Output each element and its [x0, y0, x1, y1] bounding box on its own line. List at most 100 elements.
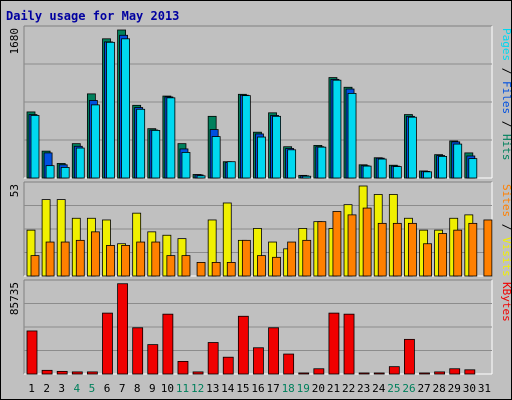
bar-pages-day-8 [136, 108, 146, 179]
bar-kbytes-day-28 [434, 371, 446, 375]
x-tick-label: 28 [433, 382, 446, 395]
bar-pages-day-18 [287, 149, 297, 179]
bar-sites-day-7 [121, 245, 130, 277]
bar-pages-day-20 [317, 146, 327, 179]
series-pages [30, 38, 478, 179]
bar-sites-day-5 [90, 231, 100, 277]
bar-sites-day-30 [468, 222, 478, 277]
bar-sites-day-26 [408, 222, 417, 277]
panel-top: 1680 [8, 25, 493, 179]
bar-kbytes-day-17 [268, 327, 279, 375]
panel-middle: 53 [8, 181, 493, 277]
bar-kbytes-day-4 [71, 371, 83, 375]
legend-label-top: Pages / Files / Hits [500, 28, 512, 161]
bar-pages-day-1 [30, 115, 40, 179]
bar-sites-day-10 [166, 255, 176, 277]
x-tick-label: 31 [478, 382, 491, 395]
legend-part: Pages [500, 28, 512, 61]
x-tick-label: 8 [134, 382, 141, 395]
x-tick-label: 26 [402, 382, 415, 395]
bar-sites-day-24 [377, 222, 387, 277]
bar-sites-day-18 [287, 241, 297, 277]
legend-part: / [500, 217, 512, 237]
legend-part: / [500, 61, 512, 81]
bar-sites-day-17 [272, 256, 281, 277]
x-tick-label: 6 [104, 382, 111, 395]
bar-kbytes-day-22 [343, 313, 355, 375]
x-tick-label: 3 [58, 382, 65, 395]
x-tick-label: 24 [372, 382, 386, 395]
bar-sites-day-8 [136, 241, 146, 277]
bar-sites-day-1 [30, 255, 40, 277]
chart-panels: 1680 53 85735 [8, 25, 493, 375]
bar-kbytes-day-3 [56, 370, 68, 375]
bar-kbytes-day-2 [41, 369, 53, 375]
bar-kbytes-day-21 [328, 312, 340, 375]
bar-kbytes-day-16 [253, 347, 264, 375]
bar-sites-day-22 [347, 214, 357, 277]
bar-sites-day-16 [257, 255, 266, 277]
bar-pages-day-11 [181, 152, 191, 179]
series-kbytes [26, 283, 476, 375]
x-tick-label: 10 [161, 382, 174, 395]
bar-sites-day-11 [181, 255, 191, 277]
bar-pages-day-28 [438, 156, 448, 179]
bar-kbytes-day-5 [86, 371, 98, 375]
panel-middle-ymax-label: 53 [8, 184, 21, 197]
bar-kbytes-day-29 [449, 368, 461, 375]
bar-pages-day-23 [362, 165, 372, 179]
x-tick-label: 14 [221, 382, 235, 395]
bar-kbytes-day-6 [102, 312, 113, 375]
x-tick-label: 12 [191, 382, 204, 395]
bar-sites-day-13 [211, 262, 221, 277]
bar-pages-day-4 [75, 147, 85, 179]
bar-pages-day-19 [302, 175, 312, 179]
bar-pages-day-7 [121, 38, 130, 179]
bar-pages-day-30 [468, 158, 478, 179]
bar-kbytes-day-14 [222, 356, 234, 375]
bar-pages-day-25 [392, 166, 402, 179]
legend-part: KBytes [500, 282, 512, 322]
x-tick-label: 25 [387, 382, 400, 395]
bar-kbytes-day-25 [388, 366, 400, 375]
x-tick-label: 5 [89, 382, 96, 395]
bar-kbytes-day-11 [177, 361, 189, 375]
bar-pages-day-16 [257, 136, 266, 179]
panel-bottom: 85735 [8, 279, 493, 375]
bar-pages-day-14 [226, 161, 236, 179]
x-axis-labels: 1 2 3 4 5 6 7 8 9 10 11 12 13 14 15 16 17 18 19 20 21 22 23 24 2… [28, 382, 491, 395]
x-tick-label: 11 [176, 382, 189, 395]
bar-kbytes-day-27 [419, 372, 430, 375]
bar-kbytes-day-19 [298, 372, 310, 375]
bar-pages-day-15 [241, 95, 251, 179]
bar-pages-day-21 [332, 79, 342, 179]
x-tick-label: 17 [266, 382, 279, 395]
bar-pages-day-10 [166, 97, 176, 179]
bar-sites-day-23 [362, 207, 372, 277]
x-tick-label: 21 [327, 382, 340, 395]
bar-sites-day-25 [392, 222, 402, 277]
bar-kbytes-day-26 [404, 338, 415, 375]
bar-kbytes-day-10 [162, 313, 174, 375]
chart-title: Daily usage for May 2013 [6, 9, 179, 23]
legend-part: Sites [500, 184, 512, 217]
x-tick-label: 20 [312, 382, 325, 395]
bar-pages-day-3 [60, 167, 70, 179]
bar-sites-day-3 [60, 241, 70, 277]
x-tick-label: 7 [119, 382, 126, 395]
bar-pages-day-24 [377, 158, 387, 179]
bar-sites-day-29 [453, 229, 463, 277]
bar-sites-day-31 [483, 219, 493, 277]
bar-kbytes-day-20 [313, 368, 325, 375]
x-tick-label: 16 [251, 382, 264, 395]
bar-kbytes-day-13 [207, 342, 219, 375]
legend-part: Hits [500, 134, 512, 161]
bar-kbytes-day-7 [117, 283, 128, 375]
bar-kbytes-day-18 [283, 353, 295, 375]
legend-part: Files [500, 81, 512, 114]
bar-sites-day-12 [196, 262, 206, 277]
bar-sites-day-14 [226, 262, 236, 277]
legend-part: / [500, 114, 512, 134]
